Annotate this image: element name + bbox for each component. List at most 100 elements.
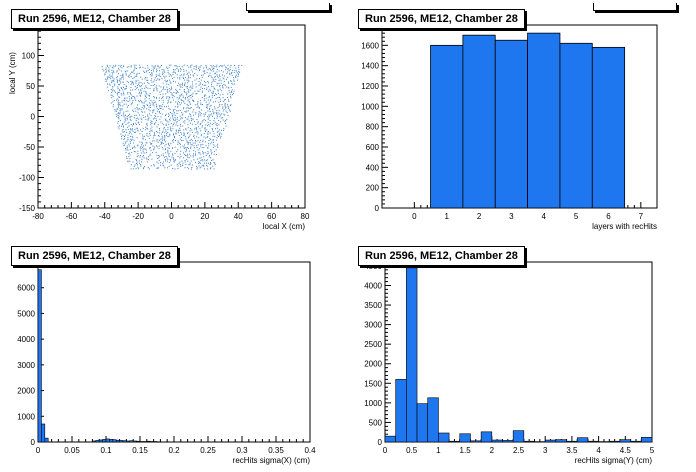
scatter-point [148, 117, 150, 119]
scatter-point [168, 135, 170, 137]
scatter-point [172, 109, 174, 111]
scatter-point [209, 68, 211, 70]
scatter-point [124, 121, 125, 123]
scatter-point [184, 111, 186, 112]
scatter-point [170, 89, 172, 91]
scatter-point [189, 130, 191, 132]
scatter-point [155, 130, 157, 132]
scatter-point [139, 64, 141, 66]
scatter-point [212, 159, 214, 161]
scatter-point [153, 88, 155, 90]
scatter-point [202, 141, 204, 143]
scatter-point [132, 147, 133, 149]
scatter-point [216, 123, 218, 124]
scatter-point [218, 124, 220, 126]
scatter-point [208, 114, 210, 116]
scatter-point [238, 65, 240, 66]
scatter-point [214, 108, 216, 110]
scatter-point [194, 121, 196, 123]
scatter-point [164, 139, 166, 141]
scatter-point [179, 104, 181, 106]
scatter-point [144, 111, 146, 113]
scatter-point [208, 162, 209, 164]
scatter-point [196, 145, 197, 147]
scatter-point [197, 149, 199, 151]
scatter-point [218, 80, 220, 82]
scatter-point [193, 66, 195, 68]
scatter-point [153, 79, 155, 81]
scatter-point [215, 128, 216, 130]
scatter-point [125, 149, 127, 151]
scatter-point [145, 100, 147, 102]
scatter-point [122, 124, 124, 125]
scatter-point [199, 128, 201, 130]
scatter-point [207, 99, 209, 101]
scatter-point [158, 85, 160, 87]
scatter-point [216, 66, 218, 68]
scatter-point [197, 144, 199, 146]
scatter-point [188, 136, 190, 138]
scatter-point [125, 87, 127, 89]
scatter-point [212, 139, 214, 141]
scatter-point [112, 65, 114, 67]
scatter-point [225, 78, 227, 80]
x-axis-label: recHits sigma(X) (cm) [233, 456, 311, 465]
scatter-point [168, 98, 170, 100]
scatter-point [125, 134, 126, 136]
scatter-point [234, 70, 236, 72]
scatter-point [185, 86, 187, 88]
scatter-point [141, 102, 143, 104]
scatter-point [195, 111, 197, 113]
scatter-point [142, 151, 144, 153]
scatter-point [174, 153, 176, 155]
scatter-point [172, 69, 174, 71]
scatter-point [194, 104, 196, 106]
scatter-point [226, 118, 228, 120]
scatter-point [116, 99, 118, 101]
scatter-point [185, 70, 187, 72]
scatter-point [208, 74, 210, 76]
scatter-point [215, 93, 216, 95]
scatter-point [146, 122, 148, 124]
scatter-point [130, 128, 132, 130]
x-tick-label: 6 [606, 212, 611, 221]
scatter-point [227, 114, 229, 116]
scatter-point [129, 117, 131, 119]
scatter-point [187, 82, 189, 84]
scatter-point [144, 71, 145, 73]
scatter-point [128, 125, 130, 127]
scatter-point [102, 68, 104, 70]
scatter-point [200, 86, 202, 88]
scatter-point [171, 75, 173, 77]
scatter-point [136, 86, 138, 88]
scatter-point [165, 156, 167, 157]
scatter-point [190, 155, 192, 157]
scatter-point [180, 132, 182, 133]
histogram-bar [619, 439, 631, 443]
scatter-point [183, 157, 185, 159]
scatter-point [178, 70, 179, 72]
scatter-point [140, 149, 142, 151]
scatter-point [120, 78, 122, 80]
scatter-point [196, 67, 197, 69]
scatter-point [174, 72, 176, 74]
scatter-point [176, 122, 178, 124]
scatter-point [212, 131, 214, 132]
scatter-point [206, 168, 208, 170]
scatter-point [112, 67, 114, 69]
scatter-point [145, 77, 146, 78]
chart-title: Run 2596, ME12, Chamber 28 [11, 9, 178, 29]
scatter-point [210, 139, 212, 141]
scatter-point [180, 86, 182, 88]
scatter-point [126, 147, 128, 148]
scatter-point [195, 65, 197, 67]
scatter-point [128, 96, 130, 98]
scatter-point [212, 67, 214, 69]
scatter-point [232, 92, 234, 94]
scatter-point [127, 134, 129, 136]
scatter-point [202, 143, 204, 145]
scatter-point [177, 92, 179, 93]
scatter-point [204, 124, 206, 126]
scatter-point [224, 114, 226, 116]
scatter-point [126, 156, 127, 158]
